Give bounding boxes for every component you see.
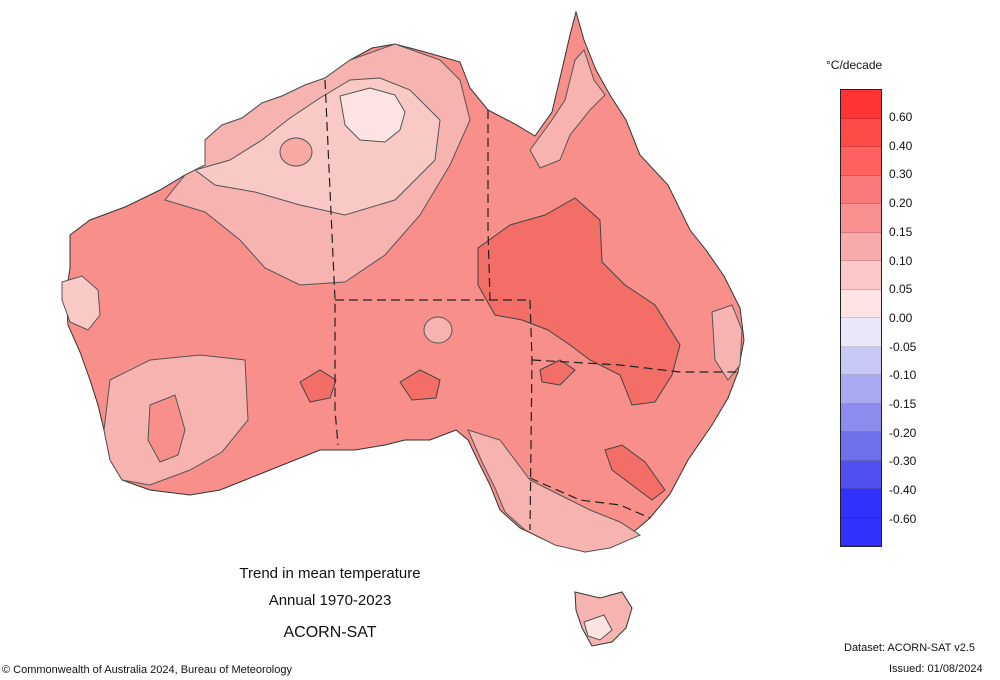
tasmania-contour-0.10	[583, 614, 613, 641]
state-borders	[324, 79, 740, 531]
legend-swatch	[841, 517, 881, 546]
legend-label: 0.00	[889, 310, 913, 325]
legend-label: 0.40	[889, 138, 913, 153]
legend-label: -0.40	[889, 483, 917, 498]
copyright-text: © Commonwealth of Australia 2024, Bureau…	[2, 664, 292, 676]
legend-swatch	[841, 204, 881, 233]
issued-text: Issued: 01/08/2024	[889, 663, 983, 675]
contour-central-spot-2	[299, 369, 337, 403]
legend-swatch	[841, 375, 881, 404]
contour-queensland-0.30	[477, 197, 681, 406]
contour-kimberley-spot	[279, 137, 313, 167]
legend-swatch	[841, 403, 881, 432]
legend-color-bar	[840, 89, 882, 547]
legend-swatch	[841, 118, 881, 147]
contour-capeyork-0.15	[529, 49, 606, 169]
legend-swatch	[841, 147, 881, 176]
legend-label: -0.10	[889, 368, 917, 383]
map-dataset-name: ACORN-SAT	[283, 624, 377, 641]
legend-swatch	[841, 460, 881, 489]
legend-swatch	[841, 90, 881, 119]
contour-southwest-0.20	[147, 394, 186, 463]
legend-label: 0.30	[889, 167, 913, 182]
legend-swatch	[841, 261, 881, 290]
legend-swatch	[841, 175, 881, 204]
legend-swatch	[841, 289, 881, 318]
contour-central-spot-3	[399, 369, 441, 401]
legend-label: 0.60	[889, 110, 913, 124]
legend-label: 0.15	[889, 224, 913, 239]
legend-swatch	[841, 318, 881, 347]
legend-swatch	[841, 432, 881, 461]
contour-central-spot-1	[423, 316, 453, 344]
contour-south-coast-0.15	[467, 429, 642, 553]
legend-label: -0.30	[889, 454, 917, 469]
legend-label: -0.20	[889, 425, 917, 440]
contour-shark-bay-0.10	[61, 275, 101, 331]
legend-swatch	[841, 232, 881, 261]
legend-label: 0.10	[889, 253, 913, 268]
legend-swatch	[841, 489, 881, 518]
legend-label: -0.15	[889, 397, 917, 411]
legend-unit: °C/decade	[826, 58, 883, 72]
contour-kimberley-0.05	[339, 87, 406, 143]
legend-label: 0.20	[889, 196, 913, 211]
legend-label: -0.60	[889, 511, 917, 526]
contour-south-queensland-0.30	[539, 359, 576, 386]
map-title-line2: Annual 1970-2023	[268, 592, 392, 609]
contour-east-coast-0.15	[711, 304, 743, 381]
legend-label: -0.05	[889, 339, 917, 354]
map-title-line1: Trend in mean temperature	[239, 565, 421, 582]
legend-swatch	[841, 346, 881, 375]
contour-nsw-0.30	[604, 444, 666, 501]
legend-label: 0.05	[889, 282, 913, 297]
dataset-text: Dataset: ACORN-SAT v2.5	[844, 642, 976, 654]
